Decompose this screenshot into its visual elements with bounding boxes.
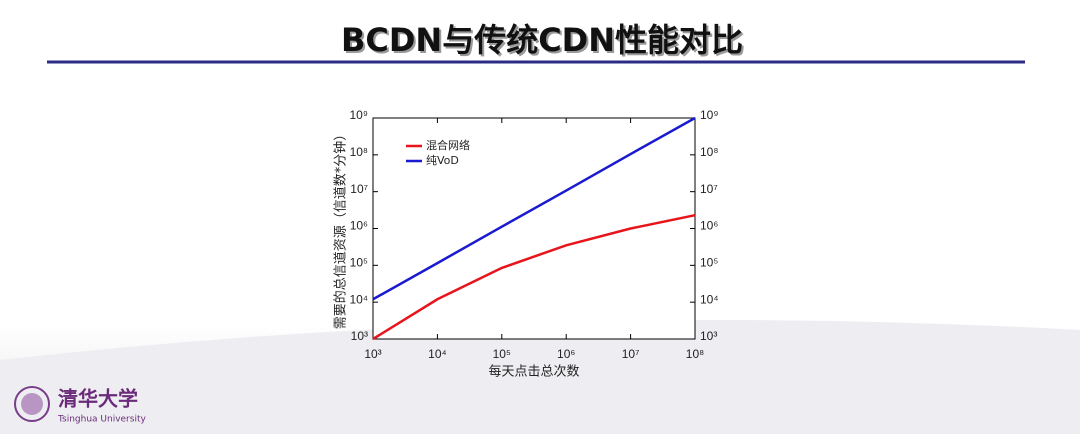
y-tick-label: 10⁴: [349, 292, 368, 306]
chart-title: BCDN与传统CDN性能对比: [341, 21, 743, 59]
y-tick-label: 10⁷: [350, 182, 368, 196]
logo-name: 清华大学: [58, 387, 138, 411]
swoosh: [0, 320, 1080, 434]
x-tick-label: 10⁷: [622, 347, 640, 361]
x-tick-label: 10⁵: [493, 347, 511, 361]
x-tick-label: 10⁸: [686, 347, 704, 361]
plot-area: [372, 117, 696, 340]
y-axis-label: 需要的总信道资源（信道数*分钟）: [333, 128, 349, 330]
y-tick-label: 10⁹: [350, 108, 369, 122]
y-tick-label: 10⁵: [350, 256, 368, 270]
x-tick-label: 10⁶: [557, 347, 575, 361]
logo-seal-inner: [21, 393, 43, 415]
y2-tick-label: 10⁴: [700, 292, 719, 306]
x-tick-label: 10⁴: [428, 347, 447, 361]
y2-tick-label: 10⁸: [700, 145, 718, 159]
y2-tick-label: 10⁶: [700, 219, 718, 233]
legend-label: 纯VoD: [426, 154, 459, 167]
y2-tick-label: 10⁷: [700, 182, 718, 196]
x-tick-label: 10³: [364, 347, 381, 361]
y-tick-label: 10⁸: [350, 145, 368, 159]
title-shadow: BCDN与传统CDN性能对比: [343, 23, 745, 61]
x-axis-label: 每天点击总次数: [488, 364, 579, 380]
series-line: [372, 213, 696, 341]
logo-subtitle: Tsinghua University: [57, 415, 146, 425]
chart: 10³ 10⁴ 10⁵ 10⁶ 10⁷ 10⁸ 10³ 10⁴ 10⁵ 10⁶ 10⁷ 10⁸ 10⁹ 1…: [333, 108, 719, 379]
logo-seal: [14, 386, 50, 422]
y-tick-label: 10⁶: [350, 219, 368, 233]
y-tick-label: 10³: [351, 329, 368, 343]
legend-label: 混合网络: [426, 138, 470, 152]
series-line: [372, 116, 696, 301]
y2-tick-label: 10⁵: [700, 256, 718, 270]
y2-tick-label: 10³: [700, 329, 717, 343]
y2-tick-label: 10⁹: [700, 108, 719, 122]
